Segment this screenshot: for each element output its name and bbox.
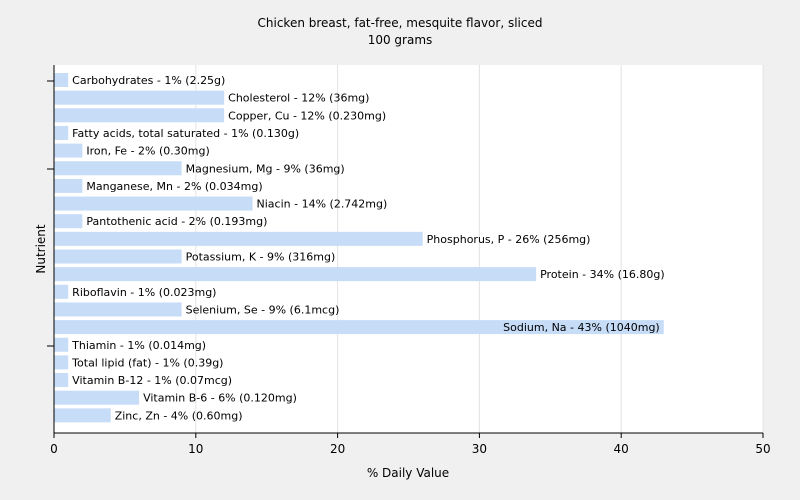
x-tick-label: 30 bbox=[472, 442, 487, 456]
bar-label: Zinc, Zn - 4% (0.60mg) bbox=[115, 409, 243, 422]
bar bbox=[54, 284, 69, 299]
bar bbox=[54, 73, 69, 87]
y-axis-label: Nutrient bbox=[34, 224, 48, 274]
y-ticks bbox=[47, 80, 54, 347]
bar-label: Riboflavin - 1% (0.023mg) bbox=[72, 286, 216, 299]
plot-area bbox=[54, 65, 763, 433]
bar-label: Iron, Fe - 2% (0.30mg) bbox=[86, 145, 209, 158]
x-ticks: 0 10 20 30 40 50 bbox=[50, 433, 771, 456]
bar bbox=[54, 214, 83, 229]
bar-label: Sodium, Na - 43% (1040mg) bbox=[503, 321, 660, 334]
x-tick-label: 40 bbox=[614, 442, 629, 456]
bar-label: Carbohydrates - 1% (2.25g) bbox=[72, 74, 225, 87]
bar-label: Phosphorus, P - 26% (256mg) bbox=[427, 233, 591, 246]
bar bbox=[54, 355, 69, 370]
x-tick-label: 0 bbox=[50, 442, 58, 456]
bar-label: Vitamin B-6 - 6% (0.120mg) bbox=[143, 392, 297, 405]
bar bbox=[54, 249, 182, 264]
bar-label: Cholesterol - 12% (36mg) bbox=[228, 92, 369, 105]
bar bbox=[54, 337, 69, 352]
bar bbox=[54, 90, 225, 105]
bar bbox=[54, 125, 69, 140]
bar-label: Selenium, Se - 9% (6.1mcg) bbox=[186, 303, 340, 316]
bar bbox=[54, 143, 83, 158]
bar-label: Vitamin B-12 - 1% (0.07mcg) bbox=[72, 374, 232, 387]
bar-label: Potassium, K - 9% (316mg) bbox=[186, 251, 336, 264]
bar-label: Thiamin - 1% (0.014mg) bbox=[71, 339, 206, 352]
axes bbox=[53, 65, 763, 434]
x-tick-label: 50 bbox=[755, 442, 770, 456]
bar bbox=[54, 390, 140, 405]
bar bbox=[54, 231, 423, 246]
bar-label: Protein - 34% (16.80g) bbox=[540, 268, 665, 281]
bar bbox=[54, 161, 182, 176]
x-tick-label: 20 bbox=[330, 442, 345, 456]
bar-label: Fatty acids, total saturated - 1% (0.130… bbox=[72, 127, 299, 140]
bar-label: Total lipid (fat) - 1% (0.39g) bbox=[71, 356, 223, 369]
bar-label: Pantothenic acid - 2% (0.193mg) bbox=[86, 215, 267, 228]
bar bbox=[54, 320, 664, 335]
bar-label: Magnesium, Mg - 9% (36mg) bbox=[186, 162, 345, 175]
x-axis-label: % Daily Value bbox=[367, 466, 449, 480]
bar bbox=[54, 178, 83, 193]
x-tick-label: 10 bbox=[188, 442, 203, 456]
bar-labels: Carbohydrates - 1% (2.25g)Cholesterol - … bbox=[71, 74, 664, 422]
bar bbox=[54, 196, 253, 211]
bar bbox=[54, 373, 69, 388]
bars bbox=[54, 73, 664, 423]
grid bbox=[195, 65, 764, 433]
bar-label: Manganese, Mn - 2% (0.034mg) bbox=[86, 180, 262, 193]
bar bbox=[54, 408, 111, 423]
bar bbox=[54, 267, 537, 282]
bar-label: Niacin - 14% (2.742mg) bbox=[257, 198, 388, 211]
chart-subtitle: 100 grams bbox=[368, 33, 433, 47]
chart-title: Chicken breast, fat-free, mesquite flavo… bbox=[258, 16, 543, 30]
bar-label: Copper, Cu - 12% (0.230mg) bbox=[228, 109, 386, 122]
bar bbox=[54, 108, 225, 123]
bar bbox=[54, 302, 182, 317]
